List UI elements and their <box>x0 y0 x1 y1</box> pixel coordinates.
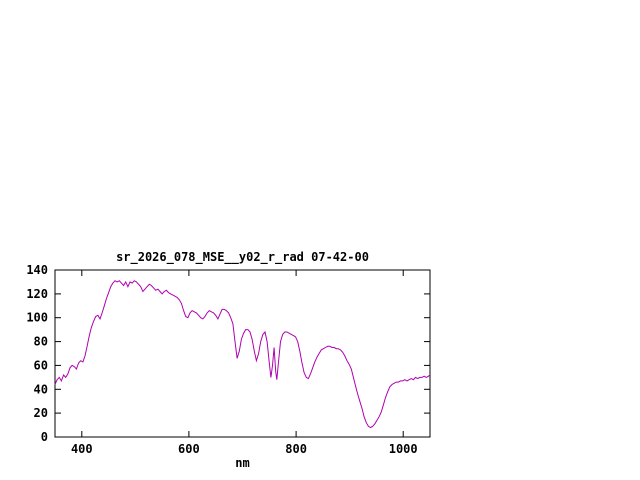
y-tick-label: 120 <box>26 287 48 301</box>
y-tick-label: 60 <box>34 358 48 372</box>
y-tick-label: 140 <box>26 263 48 277</box>
x-tick-label: 1000 <box>389 442 418 456</box>
plot-border <box>54 269 431 438</box>
x-tick-label: 800 <box>285 442 307 456</box>
x-tick-label: 600 <box>178 442 200 456</box>
chart-title: sr_2026_078_MSE__y02_r_rad 07-42-00 <box>116 250 369 264</box>
spectrum-line <box>54 280 431 429</box>
x-tick-label: 400 <box>71 442 93 456</box>
y-tick-label: 40 <box>34 382 48 396</box>
y-tick-label: 0 <box>41 430 48 444</box>
x-axis-label: nm <box>235 456 250 470</box>
y-tick-label: 100 <box>26 311 48 325</box>
y-tick-label: 20 <box>34 406 48 420</box>
y-tick-label: 80 <box>34 335 48 349</box>
